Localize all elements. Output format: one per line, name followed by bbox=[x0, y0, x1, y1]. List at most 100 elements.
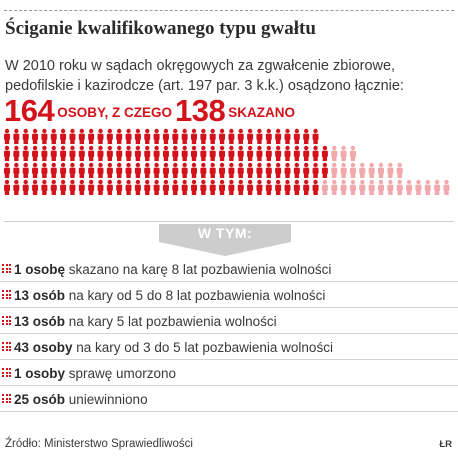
person-icon bbox=[13, 145, 20, 161]
person-icon bbox=[191, 179, 197, 195]
person-icon bbox=[321, 179, 328, 195]
person-icon bbox=[153, 128, 160, 144]
person-icon bbox=[162, 179, 169, 195]
person-icon bbox=[247, 162, 254, 178]
item-text: na kary 5 lat pozbawienia wolności bbox=[65, 314, 277, 329]
person-icon bbox=[22, 162, 29, 178]
person-icon bbox=[349, 145, 356, 161]
item-text: sprawę umorzono bbox=[65, 366, 177, 381]
person-icon bbox=[303, 179, 310, 195]
person-icon bbox=[256, 145, 263, 161]
person-icon bbox=[125, 162, 132, 178]
grid-bullet-icon bbox=[2, 264, 11, 273]
person-icon bbox=[97, 145, 104, 161]
person-icon bbox=[293, 162, 300, 178]
person-icon bbox=[69, 145, 76, 161]
person-icon bbox=[331, 179, 338, 195]
person-icon bbox=[349, 179, 356, 195]
total-label: OSOBY, Z CZEGO bbox=[57, 105, 172, 120]
person-icon bbox=[116, 128, 123, 144]
person-icon bbox=[387, 179, 394, 195]
item-count: 13 osób bbox=[14, 314, 66, 329]
person-icon bbox=[368, 162, 375, 178]
person-icon bbox=[172, 162, 179, 178]
top-rule bbox=[4, 10, 454, 11]
person-icon bbox=[32, 179, 39, 195]
person-icon bbox=[303, 162, 310, 178]
person-icon bbox=[275, 162, 282, 178]
person-icon bbox=[265, 128, 272, 144]
breakdown-list: 1 osobę skazano na karę 8 lat pozbawieni… bbox=[0, 256, 458, 412]
person-icon bbox=[125, 179, 132, 195]
person-icon bbox=[200, 128, 207, 144]
person-icon bbox=[50, 128, 57, 144]
list-item: 13 osób na kary 5 lat pozbawienia wolnoś… bbox=[0, 308, 458, 334]
person-icon bbox=[22, 128, 29, 144]
person-icon bbox=[228, 128, 235, 144]
person-icon bbox=[275, 179, 282, 195]
person-icon bbox=[256, 162, 263, 178]
person-icon bbox=[237, 145, 244, 161]
banner-label: W TYM: bbox=[197, 225, 253, 241]
person-icon bbox=[340, 162, 347, 178]
list-item: 43 osoby na kary od 3 do 5 lat pozbawien… bbox=[0, 334, 458, 360]
person-icon bbox=[162, 162, 169, 178]
person-icon bbox=[134, 128, 141, 144]
grid-bullet-icon bbox=[2, 368, 11, 377]
person-icon bbox=[41, 179, 48, 195]
person-icon bbox=[219, 145, 226, 161]
person-icon bbox=[78, 162, 85, 178]
person-icon bbox=[303, 145, 310, 161]
person-icon bbox=[387, 162, 394, 178]
person-icon bbox=[237, 162, 244, 178]
item-count: 43 osoby bbox=[14, 340, 73, 355]
item-count: 1 osobę bbox=[14, 262, 66, 277]
person-icon bbox=[340, 179, 347, 195]
grid-bullet-icon bbox=[2, 290, 11, 299]
total-count: 164 bbox=[4, 93, 55, 128]
person-icon bbox=[247, 128, 254, 144]
person-icon bbox=[153, 145, 160, 161]
person-icon bbox=[181, 179, 188, 195]
grid-bullet-icon bbox=[2, 342, 11, 351]
divider bbox=[4, 221, 454, 222]
person-icon bbox=[144, 162, 151, 178]
person-icon bbox=[303, 128, 310, 144]
person-icon bbox=[32, 162, 39, 178]
person-icon bbox=[359, 162, 366, 178]
person-icon bbox=[41, 128, 48, 144]
person-icon bbox=[97, 128, 104, 144]
person-icon bbox=[209, 162, 216, 178]
person-icon bbox=[78, 179, 85, 195]
grid-bullet-icon bbox=[2, 316, 11, 325]
person-icon bbox=[191, 128, 197, 144]
person-icon bbox=[172, 179, 179, 195]
person-icon bbox=[191, 162, 197, 178]
person-icon bbox=[415, 179, 422, 195]
person-icon bbox=[340, 145, 347, 161]
person-icon bbox=[284, 179, 291, 195]
person-icon bbox=[106, 179, 113, 195]
banner-box bbox=[159, 224, 291, 242]
person-icon bbox=[443, 179, 450, 195]
person-icon bbox=[331, 145, 338, 161]
person-icon bbox=[312, 179, 319, 195]
banner-arrow-icon bbox=[159, 242, 291, 256]
person-icon bbox=[275, 128, 282, 144]
person-icon bbox=[247, 179, 254, 195]
item-text: uniewinniono bbox=[65, 392, 148, 407]
person-icon bbox=[396, 162, 403, 178]
person-icon bbox=[162, 128, 169, 144]
person-icon bbox=[13, 128, 20, 144]
item-count: 25 osób bbox=[14, 392, 66, 407]
person-icon bbox=[153, 179, 160, 195]
person-icon bbox=[406, 179, 413, 195]
person-icon bbox=[321, 162, 328, 178]
item-count: 13 osób bbox=[14, 288, 66, 303]
person-icon bbox=[60, 162, 67, 178]
list-item: 1 osobę skazano na karę 8 lat pozbawieni… bbox=[0, 256, 458, 282]
person-icon bbox=[293, 145, 300, 161]
person-icon bbox=[22, 145, 29, 161]
person-icon bbox=[78, 128, 85, 144]
person-icon bbox=[97, 162, 104, 178]
